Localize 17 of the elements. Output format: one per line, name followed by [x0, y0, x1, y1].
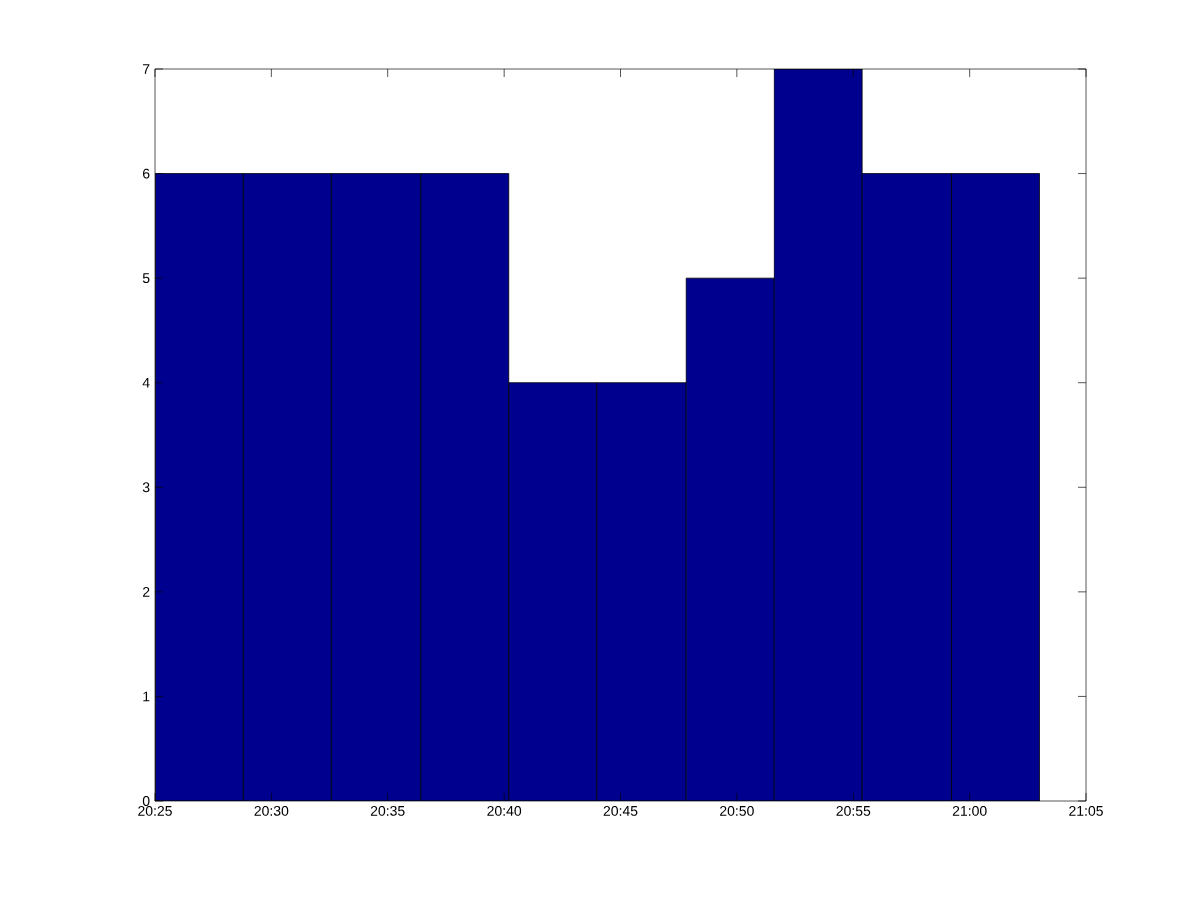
y-tick-label: 3	[142, 482, 150, 493]
x-tick-label: 20:30	[254, 805, 289, 816]
x-tick-label: 20:45	[603, 805, 638, 816]
x-tick-label: 21:00	[952, 805, 987, 816]
y-tick-label: 2	[142, 586, 150, 597]
y-tick-label: 6	[142, 168, 150, 179]
x-tick-label: 20:55	[836, 805, 871, 816]
y-tick-label: 5	[142, 273, 150, 284]
x-tick-label: 20:25	[138, 805, 172, 816]
x-tick-label: 21:05	[1069, 805, 1103, 816]
y-tick-label: 4	[142, 377, 150, 388]
y-tick-label: 7	[142, 64, 150, 74]
y-tick-label: 0	[142, 796, 150, 806]
x-tick-label: 20:40	[487, 805, 522, 816]
x-tick-label: 20:50	[720, 805, 754, 816]
x-tick-label: 20:35	[370, 805, 405, 816]
y-tick-label: 1	[143, 691, 150, 702]
